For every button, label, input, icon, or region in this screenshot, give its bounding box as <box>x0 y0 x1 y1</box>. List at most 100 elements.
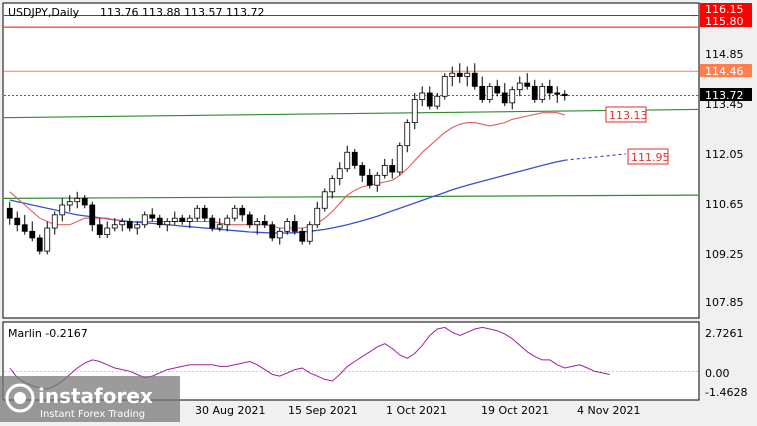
instaforex-watermark: instaforex Instant Forex Trading <box>0 376 180 422</box>
candle-bull <box>381 165 388 176</box>
candle-bull <box>411 99 418 124</box>
candle-bull <box>74 197 81 203</box>
main-layer <box>3 15 699 255</box>
watermark-brand: instaforex <box>38 384 153 408</box>
candle <box>464 66 471 87</box>
candle <box>284 218 291 235</box>
candle <box>164 218 171 232</box>
indicator-title: Marlin -0.2167 <box>8 327 88 340</box>
candle-bull <box>186 217 193 222</box>
candle-bear <box>299 230 306 242</box>
candle <box>344 145 351 173</box>
candle <box>321 188 328 212</box>
candle <box>434 92 441 110</box>
candle-bear <box>239 207 246 216</box>
candle-bull <box>449 72 456 77</box>
indicator-tick: 2.7261 <box>705 327 744 340</box>
candle-bear <box>261 221 268 226</box>
price-tick: 113.45 <box>705 98 744 111</box>
candle-bull <box>44 227 51 252</box>
candle-bull <box>104 227 111 236</box>
level-tag-current: 113.72 <box>705 89 744 102</box>
candle <box>441 73 448 100</box>
candle <box>96 218 103 238</box>
level-tag-114-46: 114.46 <box>705 65 744 78</box>
candle-bear <box>366 174 373 186</box>
candle <box>366 168 373 189</box>
candle <box>231 204 238 222</box>
price-tick: 110.65 <box>705 198 744 211</box>
candle <box>141 211 148 229</box>
candle-bear <box>456 72 463 77</box>
time-tick: 4 Nov 2021 <box>577 404 640 417</box>
level-tag-115-80: 115.80 <box>705 15 744 28</box>
indicator-axis[interactable]: 2.7261 0.00 -1.4628 <box>705 327 747 399</box>
time-tick: 30 Aug 2021 <box>195 404 265 417</box>
candle-bull <box>119 221 126 226</box>
candle <box>494 79 501 97</box>
candle-bull <box>141 214 148 226</box>
ma-long-value: 111.95 <box>631 151 670 164</box>
candle-bull <box>224 217 231 226</box>
candle-bear <box>96 224 103 236</box>
candle <box>516 76 523 97</box>
ma-short-value: 113.13 <box>609 109 648 122</box>
candle <box>306 221 313 245</box>
ma-long-projection <box>564 153 627 161</box>
candle <box>554 86 561 103</box>
candle-bull <box>434 95 441 107</box>
candle <box>374 172 381 192</box>
candle <box>66 195 73 212</box>
time-tick: 1 Oct 2021 <box>386 404 447 417</box>
instaforex-logo-core <box>14 392 26 404</box>
time-tick: 19 Oct 2021 <box>481 404 549 417</box>
candle <box>74 191 81 209</box>
candle <box>411 92 418 130</box>
candle-bear <box>546 85 553 94</box>
candle <box>156 214 163 229</box>
channel-lower-line <box>3 194 699 199</box>
candle-bull <box>464 72 471 77</box>
level-labels: 116.15 115.80 114.46 113.72 <box>700 3 752 102</box>
candle <box>276 228 283 245</box>
candle-bull <box>509 89 516 104</box>
candle-bull <box>441 76 448 97</box>
ohlc-readout: 113.76 113.88 113.57 113.72 <box>100 6 264 19</box>
candle <box>186 214 193 229</box>
candle-bear <box>179 217 186 222</box>
candle-bull <box>51 214 58 229</box>
candle <box>449 66 456 87</box>
candle-bull <box>321 191 328 209</box>
candle-bull <box>231 207 238 219</box>
price-axis[interactable]: 114.85 113.45 112.05 110.65 109.25 107.8… <box>705 48 744 309</box>
candle <box>396 142 403 176</box>
candle-bear <box>351 151 358 166</box>
candle-bear <box>389 165 396 173</box>
candle-bear <box>426 92 433 107</box>
candle-bear <box>269 224 276 239</box>
main-plot-area[interactable] <box>2 2 700 319</box>
candle-bull <box>276 230 283 239</box>
candle-bear <box>561 93 568 96</box>
candle-bear <box>6 207 13 219</box>
candle <box>381 158 388 179</box>
candle-bear <box>291 221 298 232</box>
candle-bull <box>194 207 201 219</box>
candle-bear <box>14 217 21 226</box>
candle <box>171 211 178 225</box>
candle-bear <box>89 204 96 226</box>
candle <box>239 204 246 222</box>
candle-bull <box>486 85 493 100</box>
candle <box>51 211 58 235</box>
candle <box>269 221 276 242</box>
candle-bull <box>404 122 411 147</box>
candle-bull <box>329 178 336 193</box>
candle-bear <box>81 197 88 206</box>
candle-bull <box>134 224 141 229</box>
time-axis[interactable]: 30 Aug 2021 15 Sep 2021 1 Oct 2021 19 Oc… <box>195 404 640 417</box>
candle <box>486 83 493 103</box>
candle <box>216 218 223 232</box>
candle <box>509 86 516 110</box>
